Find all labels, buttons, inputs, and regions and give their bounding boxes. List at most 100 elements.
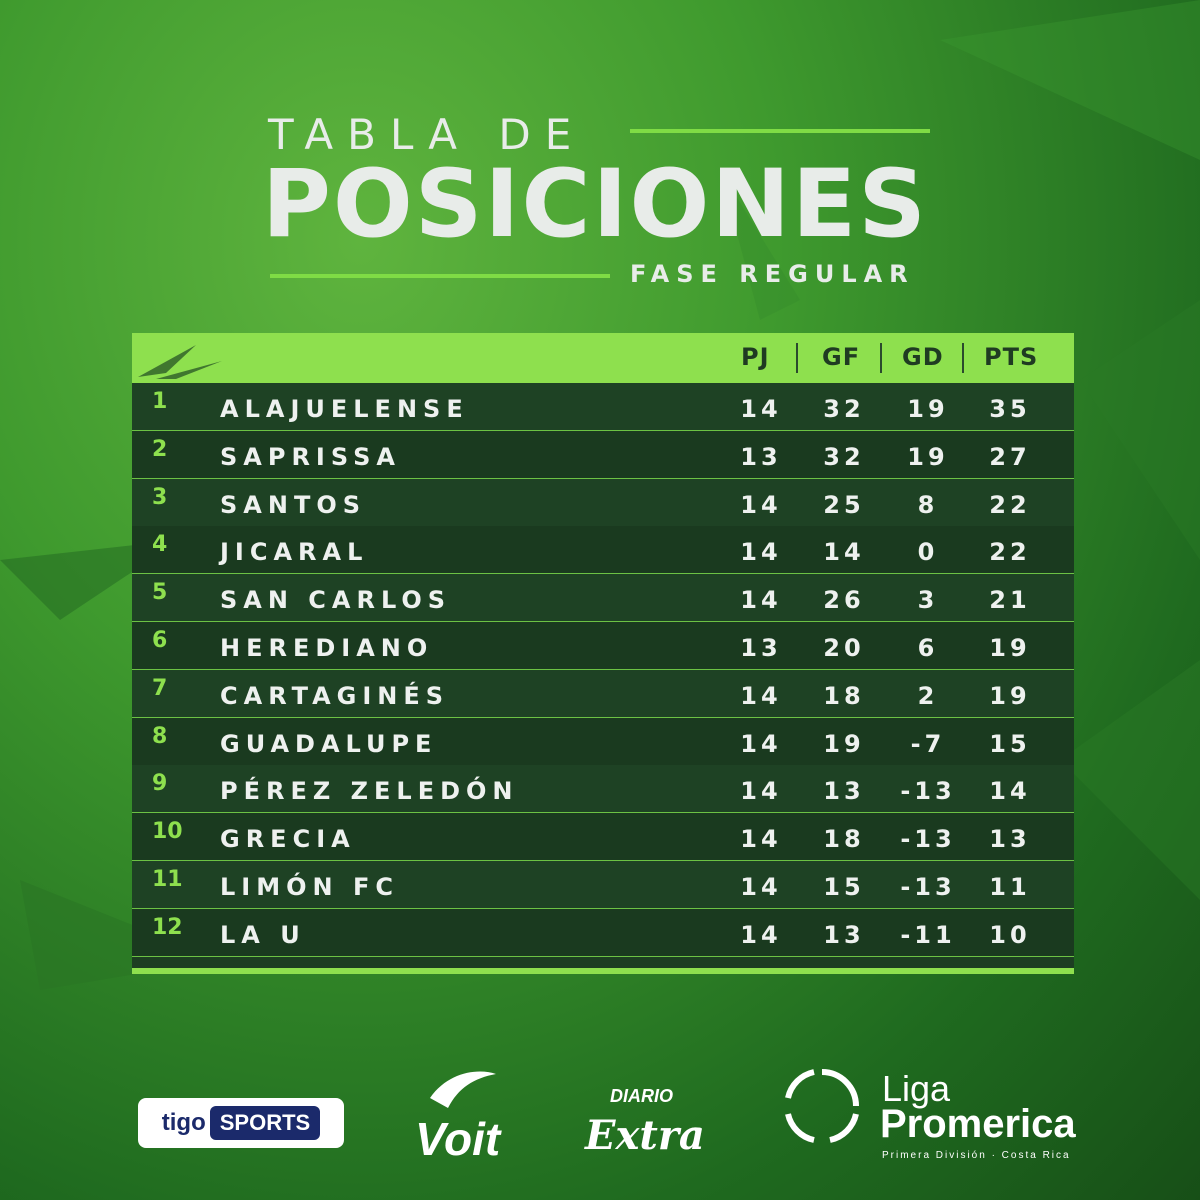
stat-pj: 14 [740, 538, 782, 567]
stat-pj: 14 [740, 920, 782, 949]
liga-subtitle: Primera División · Costa Rica [882, 1150, 1071, 1161]
stat-gf: 20 [823, 634, 865, 662]
stat-pj: 14 [740, 729, 782, 758]
stat-pj: 14 [740, 490, 782, 519]
column-header-gd: GD [902, 343, 944, 371]
stat-gf: 25 [823, 490, 865, 519]
stat-pts: 19 [989, 634, 1031, 662]
stat-gd: 3 [917, 586, 939, 615]
column-separator [796, 343, 798, 373]
page-title: POSICIONES [262, 150, 928, 259]
stat-pts: 21 [989, 586, 1031, 615]
team-name: GRECIA [220, 825, 356, 854]
team-name: PÉREZ ZELEDÓN [220, 777, 519, 806]
team-name: SAPRISSA [220, 442, 401, 471]
stat-gd: 19 [907, 395, 949, 423]
sponsors-bar: tigo SPORTS Voit DIARIO Extra Liga Prome… [0, 1060, 1200, 1170]
stat-gf: 19 [823, 729, 865, 758]
stat-pts: 13 [989, 825, 1031, 854]
diario-logo-text: DIARIO [610, 1086, 673, 1106]
team-name: LA U [220, 920, 306, 949]
stat-gd: -7 [910, 729, 946, 758]
team-name: JICARAL [220, 538, 369, 567]
stat-pj: 13 [740, 442, 782, 471]
position-number: 2 [152, 436, 168, 462]
table-row: 6 HEREDIANO 13 20 6 19 [132, 622, 1074, 670]
position-number: 1 [152, 389, 168, 414]
stat-pts: 19 [989, 681, 1031, 710]
stat-gd: 8 [917, 490, 939, 519]
stat-pj: 14 [740, 681, 782, 710]
column-separator [962, 343, 964, 373]
stat-pts: 22 [989, 538, 1031, 567]
table-row: 3 SANTOS 14 25 8 22 [132, 478, 1074, 527]
tigo-logo-text: tigo [161, 1109, 206, 1136]
table-row: 1 ALAJUELENSE 14 32 19 35 [132, 383, 1074, 431]
stat-gf: 13 [823, 920, 865, 949]
position-number: 9 [152, 771, 168, 797]
stat-gf: 14 [823, 538, 865, 567]
standings-table: PJ GF GD PTS 1 ALAJUELENSE 14 32 19 35 2 SAPRIS… [132, 333, 1074, 973]
table-bottom-bar [132, 968, 1074, 974]
team-name: ALAJUELENSE [220, 395, 469, 423]
position-number: 11 [152, 867, 183, 892]
stat-pts: 10 [989, 920, 1031, 949]
stat-gf: 18 [823, 681, 865, 710]
stat-pts: 22 [989, 490, 1031, 519]
position-number: 5 [152, 580, 168, 606]
stat-pts: 14 [989, 777, 1031, 806]
sports-logo-text: SPORTS [209, 1106, 321, 1140]
position-number: 4 [152, 532, 168, 558]
stat-pts: 27 [989, 442, 1031, 471]
title-accent-line-top [630, 129, 930, 133]
stat-pts: 15 [989, 729, 1031, 758]
leaf-icon [138, 345, 222, 379]
stat-gf: 26 [823, 586, 865, 615]
voit-wing-icon [430, 1071, 496, 1108]
position-number: 3 [152, 484, 168, 510]
phase-subtitle: FASE REGULAR [630, 260, 915, 288]
stat-gf: 13 [823, 777, 865, 806]
liga-logo-text: Liga [882, 1068, 951, 1109]
stat-gd: -11 [900, 920, 956, 949]
table-row: 8 GUADALUPE 14 19 -7 15 [132, 717, 1074, 766]
stat-gd: -13 [900, 825, 956, 854]
stat-gd: 2 [917, 681, 939, 710]
position-number: 7 [152, 675, 168, 701]
stat-gf: 32 [823, 442, 865, 471]
stat-pts: 35 [989, 395, 1031, 423]
stat-gf: 32 [823, 395, 865, 423]
stat-gf: 15 [823, 873, 865, 901]
table-row: 9 PÉREZ ZELEDÓN 14 13 -13 14 [132, 765, 1074, 814]
team-name: GUADALUPE [220, 729, 438, 758]
position-number: 10 [152, 819, 183, 845]
stat-pj: 13 [740, 634, 782, 662]
position-number: 8 [152, 723, 168, 749]
team-name: SANTOS [220, 490, 367, 519]
position-number: 6 [152, 628, 168, 653]
voit-logo: Voit [415, 1113, 501, 1165]
stat-gd: 6 [917, 634, 939, 662]
title-small: TABLA DE [268, 110, 586, 159]
table-row: 4 JICARAL 14 14 0 22 [132, 526, 1074, 575]
promerica-logo-text: Promerica [880, 1102, 1076, 1146]
tigo-sports-logo: tigo SPORTS [138, 1098, 344, 1148]
table-row: 10 GRECIA 14 18 -13 13 [132, 813, 1074, 862]
stat-gd: -13 [900, 873, 956, 901]
stat-pj: 14 [740, 395, 782, 423]
stat-gf: 18 [823, 825, 865, 854]
stat-pj: 14 [740, 777, 782, 806]
stat-pj: 14 [740, 873, 782, 901]
stat-gd: 19 [907, 442, 949, 471]
table-row: 12 LA U 14 13 -11 10 [132, 908, 1074, 957]
stat-gd: -13 [900, 777, 956, 806]
team-name: CARTAGINÉS [220, 681, 450, 710]
team-name: LIMÓN FC [220, 873, 399, 901]
liga-promerica-swirl-icon [785, 1069, 859, 1143]
table-row: 2 SAPRISSA 13 32 19 27 [132, 430, 1074, 479]
column-separator [880, 343, 882, 373]
column-header-gf: GF [822, 343, 861, 371]
table-row: 11 LIMÓN FC 14 15 -13 11 [132, 861, 1074, 909]
team-name: SAN CARLOS [220, 586, 452, 615]
table-header: PJ GF GD PTS [132, 333, 1074, 383]
